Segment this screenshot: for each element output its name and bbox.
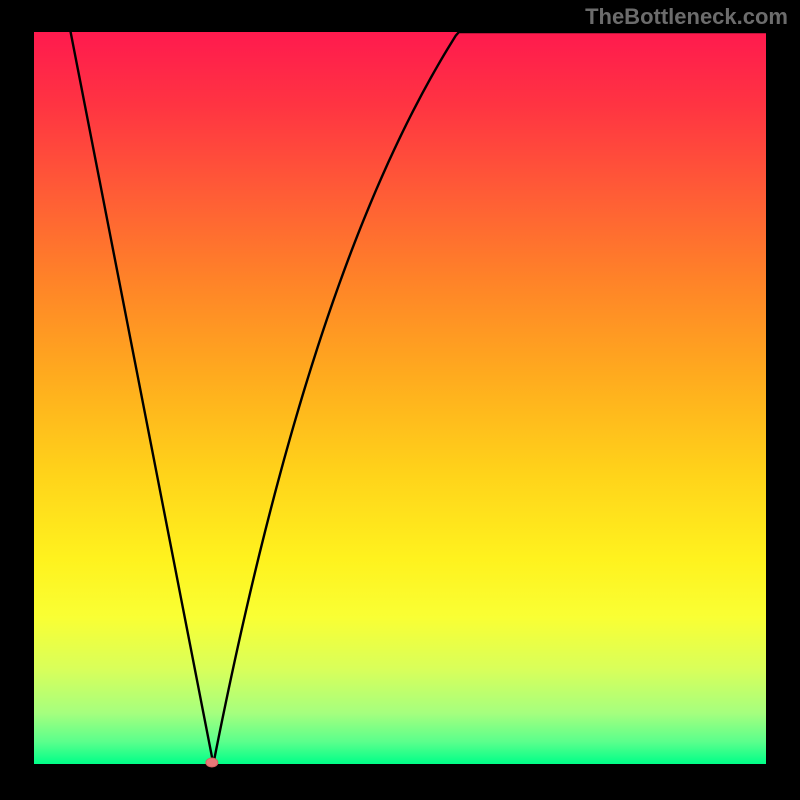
minimum-marker xyxy=(206,758,218,767)
plot-background xyxy=(34,32,766,764)
bottleneck-chart xyxy=(0,0,800,800)
chart-container: TheBottleneck.com xyxy=(0,0,800,800)
watermark-text: TheBottleneck.com xyxy=(585,4,788,30)
